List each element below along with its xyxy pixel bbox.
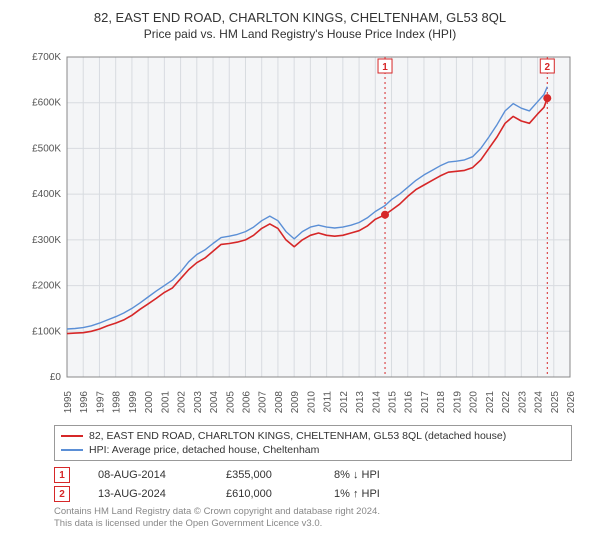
event-row: 1 08-AUG-2014 £355,000 8% ↓ HPI [54,467,572,483]
footer-line1: Contains HM Land Registry data © Crown c… [54,506,572,518]
event-price: £610,000 [226,488,306,500]
svg-text:2003: 2003 [193,391,204,414]
svg-text:2016: 2016 [404,391,415,414]
legend-box: 82, EAST END ROAD, CHARLTON KINGS, CHELT… [54,425,572,461]
legend-item: HPI: Average price, detached house, Chel… [61,443,565,457]
legend-item: 82, EAST END ROAD, CHARLTON KINGS, CHELT… [61,429,565,443]
svg-text:1997: 1997 [95,391,106,414]
svg-text:2000: 2000 [144,391,155,414]
svg-text:2024: 2024 [534,391,545,414]
svg-text:£600K: £600K [32,98,61,109]
svg-text:2026: 2026 [566,391,577,414]
svg-text:2020: 2020 [469,391,480,414]
svg-text:1999: 1999 [128,391,139,414]
legend-swatch [61,435,83,437]
events-table: 1 08-AUG-2014 £355,000 8% ↓ HPI 2 13-AUG-2024… [54,467,572,502]
footer-line2: This data is licensed under the Open Gov… [54,518,572,530]
svg-text:1998: 1998 [112,391,123,414]
svg-text:1996: 1996 [79,391,90,414]
svg-text:2005: 2005 [225,391,236,414]
svg-text:£500K: £500K [32,143,61,154]
svg-text:2001: 2001 [160,391,171,414]
legend-label: 82, EAST END ROAD, CHARLTON KINGS, CHELT… [89,430,506,442]
svg-text:£200K: £200K [32,281,61,292]
event-date: 08-AUG-2014 [98,469,198,481]
svg-text:2025: 2025 [550,391,561,414]
svg-text:£100K: £100K [32,326,61,337]
svg-text:2021: 2021 [485,391,496,414]
svg-text:2006: 2006 [241,391,252,414]
svg-text:£400K: £400K [32,189,61,200]
svg-text:2023: 2023 [517,391,528,414]
event-row: 2 13-AUG-2024 £610,000 1% ↑ HPI [54,486,572,502]
chart-title: 82, EAST END ROAD, CHARLTON KINGS, CHELT… [10,10,590,25]
svg-text:2013: 2013 [355,391,366,414]
svg-text:2019: 2019 [452,391,463,414]
svg-text:2014: 2014 [371,391,382,414]
svg-text:1: 1 [382,62,388,73]
svg-text:2018: 2018 [436,391,447,414]
event-diff: 8% ↓ HPI [334,469,424,481]
svg-text:£300K: £300K [32,235,61,246]
event-price: £355,000 [226,469,306,481]
svg-text:2012: 2012 [339,391,350,414]
chart-area: £0 £100K £200K £300K £400K £500K £600K £700K 199… [15,47,585,417]
svg-text:2022: 2022 [501,391,512,414]
svg-text:2015: 2015 [388,391,399,414]
svg-text:2007: 2007 [258,391,269,414]
svg-text:2004: 2004 [209,391,220,414]
footer-attribution: Contains HM Land Registry data © Crown c… [54,506,572,531]
line-chart-svg: £0 £100K £200K £300K £400K £500K £600K £700K 199… [15,47,585,417]
svg-text:£0: £0 [50,372,62,383]
svg-text:1995: 1995 [63,391,74,414]
svg-text:2: 2 [545,62,551,73]
event-date: 13-AUG-2024 [98,488,198,500]
svg-text:£700K: £700K [32,52,61,63]
svg-text:2009: 2009 [290,391,301,414]
legend-swatch [61,449,83,451]
event-marker: 1 [54,467,70,483]
svg-text:2002: 2002 [177,391,188,414]
svg-text:2017: 2017 [420,391,431,414]
event-marker: 2 [54,486,70,502]
svg-text:2008: 2008 [274,391,285,414]
svg-text:2011: 2011 [323,391,334,413]
chart-subtitle: Price paid vs. HM Land Registry's House … [10,27,590,41]
event-diff: 1% ↑ HPI [334,488,424,500]
svg-text:2010: 2010 [306,391,317,414]
legend-label: HPI: Average price, detached house, Chel… [89,444,319,456]
